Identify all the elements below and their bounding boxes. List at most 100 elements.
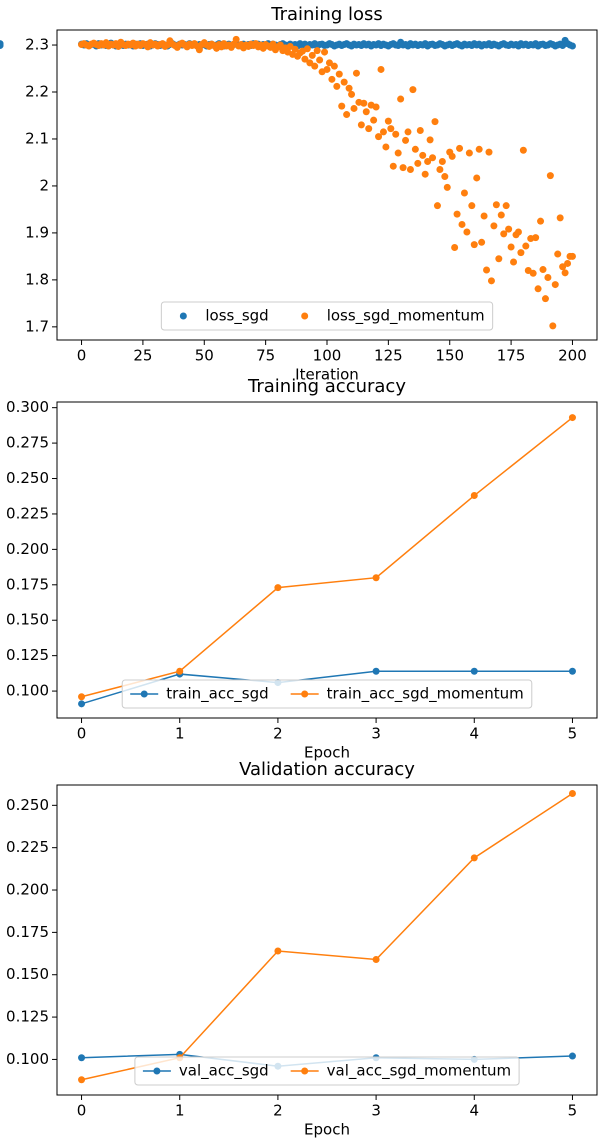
subplot: Training accuracy Epoch 0 1 2 3 4 5 0.100 0.125 0.… bbox=[6, 376, 598, 762]
x-tick-label: 5 bbox=[568, 725, 578, 743]
scatter-point bbox=[541, 295, 549, 303]
x-tick-label: 75 bbox=[256, 347, 275, 365]
scatter-point bbox=[470, 241, 478, 249]
y-tick-label: 0.175 bbox=[6, 923, 49, 941]
line-marker bbox=[372, 574, 380, 582]
x-tick-label: 150 bbox=[435, 347, 464, 365]
subplot: Validation accuracy Epoch 0 1 2 3 4 5 0.100 0.125… bbox=[6, 759, 598, 1139]
legend-label: loss_sgd bbox=[205, 307, 268, 326]
legend-marker bbox=[179, 312, 187, 320]
line-marker bbox=[568, 667, 576, 675]
scatter-point bbox=[517, 249, 525, 257]
scatter-point bbox=[291, 45, 299, 53]
line-marker bbox=[372, 667, 380, 675]
scatter-point bbox=[348, 90, 356, 98]
scatter-point bbox=[549, 322, 557, 330]
scatter-point bbox=[357, 121, 365, 129]
scatter-point bbox=[350, 104, 358, 112]
scatter-point bbox=[419, 151, 427, 159]
scatter-point bbox=[421, 170, 429, 178]
scatter-point bbox=[340, 78, 348, 86]
scatter-point bbox=[529, 269, 537, 277]
scatter-point bbox=[301, 55, 309, 63]
line-marker bbox=[78, 1076, 86, 1084]
scatter-point bbox=[551, 281, 559, 289]
line-marker bbox=[78, 700, 86, 708]
legend-box bbox=[121, 679, 533, 709]
y-tick-label: 0.125 bbox=[6, 646, 49, 664]
scatter-point bbox=[458, 220, 466, 228]
scatter-point bbox=[487, 277, 495, 285]
legend-box bbox=[134, 1056, 520, 1086]
legend-marker bbox=[140, 690, 148, 698]
legend-box bbox=[160, 301, 494, 331]
y-tick-label: 0.125 bbox=[6, 1008, 49, 1026]
y-tick-label: 1.7 bbox=[25, 317, 49, 335]
scatter-point bbox=[468, 202, 476, 210]
x-axis-label: Epoch bbox=[304, 1121, 350, 1139]
scatter-point bbox=[556, 214, 564, 222]
scatter-point bbox=[325, 59, 333, 67]
y-tick-label: 2 bbox=[39, 176, 49, 194]
scatter-point bbox=[389, 162, 397, 170]
x-tick-label: 3 bbox=[371, 1102, 381, 1120]
chart-title: Validation accuracy bbox=[239, 759, 415, 780]
scatter-point bbox=[534, 285, 542, 293]
subplot: Training loss Iteration 0 25 50 75 100 125 150 17… bbox=[0, 4, 598, 384]
scatter-point bbox=[375, 133, 383, 141]
scatter-point bbox=[377, 65, 385, 73]
scatter-point bbox=[330, 62, 338, 70]
y-tick-label: 0.150 bbox=[6, 611, 49, 629]
scatter-point bbox=[431, 118, 439, 126]
line-marker bbox=[568, 414, 576, 422]
chart-title: Training accuracy bbox=[247, 376, 406, 397]
line-marker bbox=[470, 492, 478, 500]
chart-title: Training loss bbox=[270, 4, 383, 25]
y-tick-label: 2.3 bbox=[25, 36, 49, 54]
scatter-point bbox=[416, 127, 424, 135]
scatter-point bbox=[448, 152, 456, 160]
legend-label: train_acc_sgd bbox=[166, 685, 268, 704]
scatter-point bbox=[406, 166, 414, 173]
scatter-point bbox=[502, 202, 510, 210]
scatter-point bbox=[303, 45, 311, 53]
scatter-point bbox=[505, 225, 513, 233]
scatter-point bbox=[424, 158, 432, 166]
scatter-point bbox=[475, 145, 483, 153]
scatter-point bbox=[352, 69, 360, 77]
scatter-point bbox=[492, 201, 500, 209]
scatter-point bbox=[490, 222, 498, 230]
scatter-point bbox=[480, 212, 488, 220]
scatter-point bbox=[539, 266, 547, 274]
x-tick-label: 125 bbox=[374, 347, 403, 365]
scatter-point bbox=[343, 111, 351, 119]
legend: train_acc_sgd train_acc_sgd_momentum bbox=[121, 679, 533, 709]
legend-label: loss_sgd_momentum bbox=[327, 307, 485, 326]
x-tick-label: 175 bbox=[497, 347, 526, 365]
scatter-point bbox=[394, 149, 402, 157]
scatter-point bbox=[316, 56, 324, 64]
scatter-point bbox=[443, 183, 451, 191]
legend-marker bbox=[301, 312, 309, 320]
axes-frame bbox=[56, 784, 598, 1096]
scatter-point bbox=[433, 202, 441, 210]
scatter-point bbox=[453, 210, 461, 218]
scatter-point bbox=[544, 274, 552, 282]
x-tick-label: 50 bbox=[195, 347, 214, 365]
scatter-point bbox=[485, 148, 493, 156]
legend-item: loss_sgd_momentum bbox=[301, 307, 485, 326]
scatter-point bbox=[522, 242, 530, 250]
line-marker bbox=[372, 955, 380, 963]
scatter-point bbox=[328, 75, 336, 83]
scatter-point bbox=[478, 238, 486, 246]
y-tick-label: 0.200 bbox=[6, 540, 49, 558]
x-axis-label: Epoch bbox=[304, 744, 350, 762]
series-line bbox=[81, 670, 573, 705]
scatter-point bbox=[306, 59, 314, 67]
line-marker bbox=[274, 947, 282, 955]
x-tick-label: 1 bbox=[175, 1102, 185, 1120]
scatter-point bbox=[372, 103, 380, 111]
x-tick-label: 25 bbox=[133, 347, 152, 365]
plot-area bbox=[78, 414, 576, 708]
